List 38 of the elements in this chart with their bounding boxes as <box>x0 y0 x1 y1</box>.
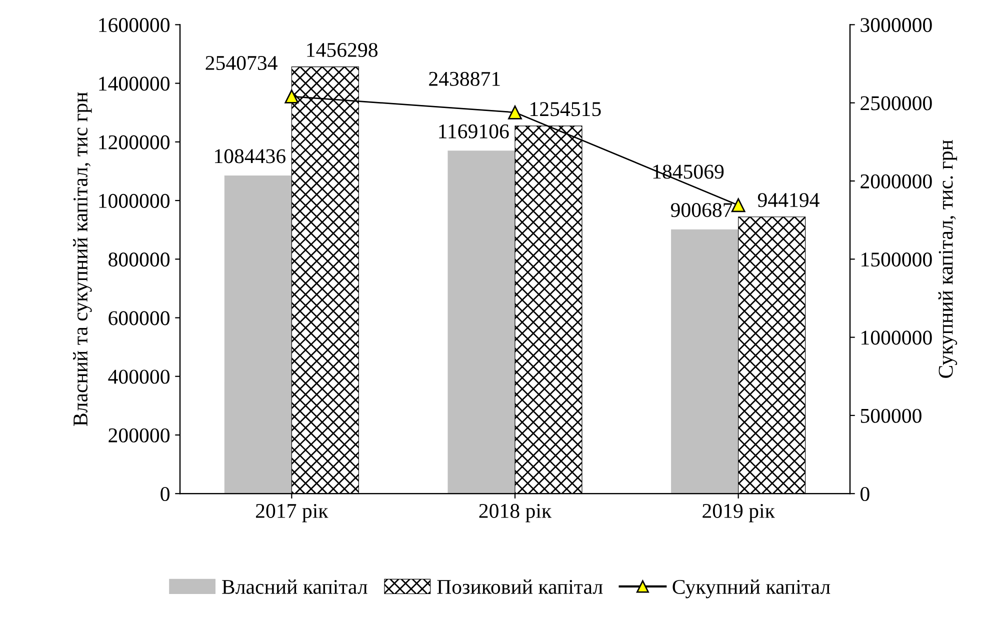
y2-tick-label: 500000 <box>860 408 922 423</box>
y2-tick-label: 3000000 <box>860 18 932 32</box>
y2-tick-label: 1500000 <box>862 252 932 267</box>
data-label: 1084436 <box>215 149 286 164</box>
data-label: 2540734 <box>206 56 278 70</box>
legend-label: Позиковий капітал <box>437 579 603 594</box>
x-tick-label: 2017 рік <box>256 504 328 522</box>
data-label: 1169106 <box>439 124 509 138</box>
y2-tick-label: 2000000 <box>860 174 932 188</box>
y-tick-label: 1200000 <box>99 135 170 150</box>
data-label: 1254515 <box>530 102 601 116</box>
bar <box>448 150 516 494</box>
y-tick-label: 1600000 <box>99 18 170 32</box>
legend-label: Сукупний капітал <box>672 579 830 598</box>
point <box>731 198 746 212</box>
bar <box>671 229 739 494</box>
y-tick-label: 200000 <box>108 428 170 442</box>
y-tick-label: 0 <box>160 486 170 502</box>
y2-tick-label: 1000000 <box>862 330 932 345</box>
y2-tick-label: 2500000 <box>860 96 932 110</box>
data-label: 1456298 <box>307 42 378 58</box>
data-label: 944194 <box>758 193 820 208</box>
y-tick-label: 1000000 <box>99 194 170 208</box>
data-label: 2438871 <box>429 72 500 86</box>
y-tick-label: 800000 <box>108 252 170 267</box>
y-tick-label: 600000 <box>108 311 170 326</box>
y-axis-title: Власний та сукупний капітал, тис грн <box>73 92 92 426</box>
x-tick-label: 2019 рік <box>702 504 775 522</box>
y2-tick-label: 0 <box>860 486 870 502</box>
point <box>508 105 522 120</box>
data-label: 900687 <box>670 203 732 218</box>
bar <box>224 176 292 494</box>
y-tick-label: 1400000 <box>99 76 170 91</box>
y-tick-label: 400000 <box>108 370 170 384</box>
point <box>284 90 299 104</box>
legend-label: Власний капітал <box>222 579 368 594</box>
x-tick-label: 2018 рік <box>479 504 552 522</box>
y2-axis-title: Сукупний капітал, тис. грн <box>938 140 958 378</box>
